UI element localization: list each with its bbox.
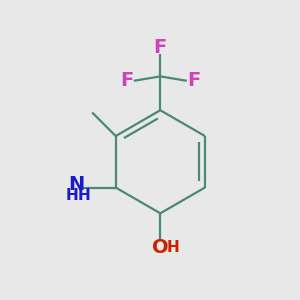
Text: H: H — [77, 188, 90, 203]
Text: H: H — [166, 240, 179, 255]
Text: F: F — [188, 71, 201, 90]
Text: F: F — [120, 71, 133, 90]
Text: O: O — [152, 238, 169, 257]
Text: N: N — [69, 175, 85, 194]
Text: H: H — [66, 188, 79, 203]
Text: F: F — [154, 38, 167, 57]
